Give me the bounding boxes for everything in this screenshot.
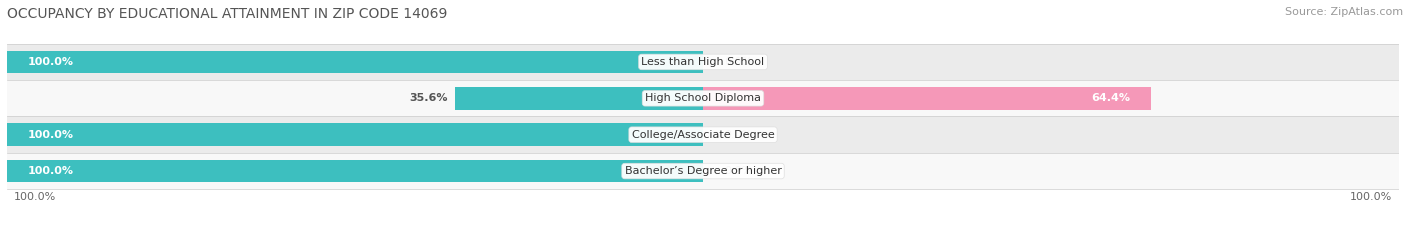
Text: 35.6%: 35.6% <box>409 93 449 103</box>
Bar <box>703 87 1152 110</box>
FancyBboxPatch shape <box>7 116 1399 153</box>
Text: 100.0%: 100.0% <box>1350 192 1392 202</box>
Text: 100.0%: 100.0% <box>28 166 75 176</box>
Bar <box>7 51 703 73</box>
Text: 0.0%: 0.0% <box>724 166 752 176</box>
Text: 100.0%: 100.0% <box>14 192 56 202</box>
Text: 100.0%: 100.0% <box>28 57 75 67</box>
Text: Source: ZipAtlas.com: Source: ZipAtlas.com <box>1285 7 1403 17</box>
Text: 100.0%: 100.0% <box>28 130 75 140</box>
Bar <box>456 87 703 110</box>
Text: College/Associate Degree: College/Associate Degree <box>631 130 775 140</box>
Bar <box>7 160 703 182</box>
FancyBboxPatch shape <box>7 80 1399 116</box>
FancyBboxPatch shape <box>7 44 1399 80</box>
Text: OCCUPANCY BY EDUCATIONAL ATTAINMENT IN ZIP CODE 14069: OCCUPANCY BY EDUCATIONAL ATTAINMENT IN Z… <box>7 7 447 21</box>
Text: 0.0%: 0.0% <box>724 57 752 67</box>
Text: 64.4%: 64.4% <box>1091 93 1130 103</box>
Text: Bachelor’s Degree or higher: Bachelor’s Degree or higher <box>624 166 782 176</box>
Text: Less than High School: Less than High School <box>641 57 765 67</box>
Bar <box>7 123 703 146</box>
Text: High School Diploma: High School Diploma <box>645 93 761 103</box>
FancyBboxPatch shape <box>7 153 1399 189</box>
Text: 0.0%: 0.0% <box>724 130 752 140</box>
